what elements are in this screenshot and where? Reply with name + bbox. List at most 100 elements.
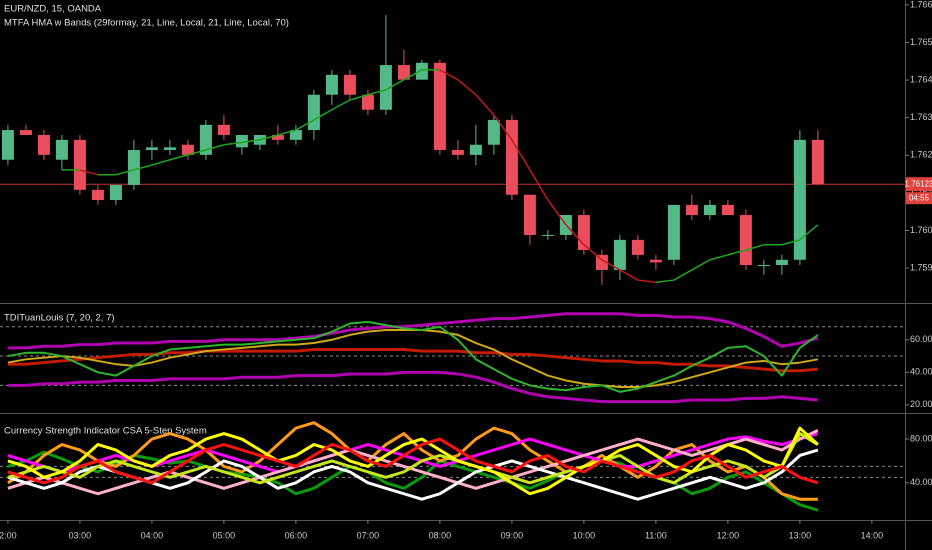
candle-body <box>451 149 464 155</box>
pane-subtitle: MTFA HMA w Bands (29formay, 21, Line, Lo… <box>4 18 289 29</box>
hma-segment <box>637 279 656 284</box>
series-line <box>7 426 819 496</box>
candle-body <box>271 134 284 140</box>
hma-segment <box>673 269 693 281</box>
candle-body <box>181 144 194 155</box>
series-line <box>7 437 819 485</box>
hma-segment <box>655 279 674 284</box>
countdown-label: 04:55 <box>909 193 930 202</box>
series-line <box>7 370 819 404</box>
hma-segment <box>367 89 387 96</box>
hma-segment <box>781 239 801 246</box>
hma-segment <box>133 164 153 171</box>
candle-body <box>739 215 752 266</box>
candle-body <box>199 124 212 155</box>
candle-body <box>217 124 230 135</box>
hma-segment <box>691 259 711 271</box>
candle-body <box>505 119 518 195</box>
hma-segment <box>439 69 459 81</box>
y-tick-label: 1.75900 <box>910 262 932 272</box>
hma-segment <box>529 169 549 201</box>
y-tick-label: 1.76400 <box>910 74 932 84</box>
y-tick-label: 1.76200 <box>910 150 932 160</box>
series-line <box>7 320 819 393</box>
hma-segment <box>475 94 495 116</box>
x-tick-label: 04:00 <box>141 530 164 540</box>
x-tick-label: 2:00 <box>0 530 17 540</box>
pane-title: EUR/NZD, 15, OANDA <box>4 4 102 15</box>
candle-body <box>523 194 536 235</box>
candle-body <box>73 139 86 190</box>
candle-body <box>721 204 734 216</box>
x-tick-label: 09:00 <box>501 530 524 540</box>
x-tick-label: 13:00 <box>789 530 812 540</box>
candle-body <box>145 147 158 150</box>
pane-title: TDITuanLouis (7, 20, 2, 7) <box>4 313 115 324</box>
y-tick-label: 20.0000 <box>910 399 932 409</box>
series-line <box>7 450 819 512</box>
candle-body <box>343 74 356 95</box>
candle-body <box>397 65 410 80</box>
x-tick-label: 03:00 <box>69 530 92 540</box>
hma-segment <box>187 149 207 156</box>
hma-segment <box>511 139 531 171</box>
hma-segment <box>619 269 639 281</box>
candle-body <box>541 234 554 236</box>
x-tick-label: 06:00 <box>285 530 308 540</box>
x-tick-label: 11:00 <box>645 530 667 540</box>
y-tick-label: 1.76500 <box>910 37 932 47</box>
hma-segment <box>565 224 585 246</box>
candle-body <box>775 259 788 266</box>
candle-body <box>487 119 500 145</box>
candle-body <box>703 204 716 216</box>
candle-body <box>667 204 680 260</box>
hma-segment <box>727 249 747 256</box>
candle-body <box>325 74 338 95</box>
hma-segment <box>547 199 567 226</box>
hma-segment <box>169 154 189 161</box>
y-tick-label: 60.0000 <box>910 334 932 344</box>
x-tick-label: 14:00 <box>861 530 884 540</box>
x-tick-label: 05:00 <box>213 530 236 540</box>
candle-body <box>613 239 626 270</box>
hma-segment <box>493 114 513 141</box>
hma-segment <box>241 139 261 144</box>
candle-body <box>649 259 662 263</box>
hma-segment <box>385 79 405 91</box>
hma-segment <box>151 159 171 166</box>
series-line <box>7 348 819 373</box>
hma-segment <box>583 244 603 261</box>
candle-body <box>793 139 806 260</box>
y-tick-label: 40.0000 <box>910 367 932 377</box>
y-tick-label: 1.76300 <box>910 112 932 122</box>
x-tick-label: 08:00 <box>429 530 452 540</box>
pane-title: Currency Strength Indicator CSA 5-Step S… <box>4 426 207 437</box>
candle-body <box>91 189 104 200</box>
candle-body <box>1 130 14 160</box>
candle-body <box>127 149 140 185</box>
candle-body <box>55 139 68 160</box>
hma-segment <box>403 69 423 81</box>
candle-body <box>361 94 374 110</box>
candle-body <box>109 184 122 200</box>
candle-body <box>811 139 824 185</box>
y-tick-label: 40.0000 <box>910 477 932 487</box>
candle-body <box>379 65 392 110</box>
candle-body <box>757 265 770 267</box>
candle-body <box>289 130 302 140</box>
y-tick-label: 1.76600 <box>910 0 932 9</box>
series-line <box>7 432 819 485</box>
x-tick-label: 07:00 <box>357 530 380 540</box>
hma-segment <box>259 134 279 141</box>
series-line <box>7 312 819 350</box>
hma-segment <box>745 244 765 251</box>
last-price-label: 1.76123 <box>905 179 932 188</box>
hma-segment <box>457 79 477 96</box>
x-tick-label: 12:00 <box>717 530 740 540</box>
candle-body <box>37 134 50 155</box>
y-tick-label: 80.0000 <box>910 433 932 443</box>
candle-body <box>235 134 248 148</box>
candle-body <box>163 147 176 150</box>
hma-segment <box>115 169 135 176</box>
